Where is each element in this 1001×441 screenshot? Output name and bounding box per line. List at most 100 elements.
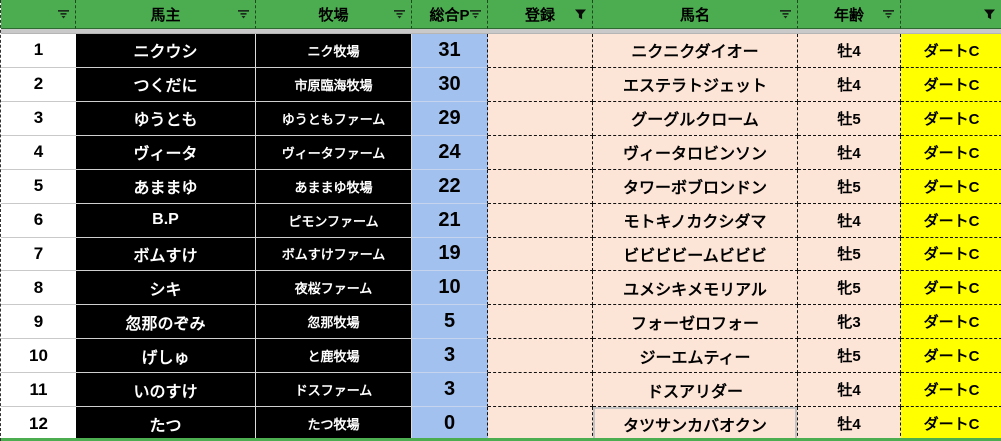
owner-cell[interactable]: つくだに <box>76 67 256 102</box>
category-cell[interactable]: ダートC <box>901 67 1001 102</box>
horse-name-cell[interactable]: ドスアリダー <box>593 373 798 408</box>
owner-filter-button[interactable] <box>236 8 250 21</box>
owner-cell[interactable]: ゆうとも <box>76 101 256 136</box>
registration-cell[interactable] <box>488 339 593 374</box>
farm-cell[interactable]: ピモンファーム <box>256 203 412 238</box>
rank-filter-button[interactable] <box>56 8 70 21</box>
registration-cell[interactable] <box>488 34 593 68</box>
farm-filter-button[interactable] <box>392 8 406 21</box>
registration-cell[interactable] <box>488 67 593 102</box>
row-number-cell[interactable]: 10 <box>1 339 76 374</box>
registration-cell[interactable] <box>488 305 593 340</box>
row-number-cell[interactable]: 4 <box>1 135 76 170</box>
row-number-cell[interactable]: 2 <box>1 67 76 102</box>
category-cell[interactable]: ダートC <box>901 339 1001 374</box>
total-p-cell[interactable]: 24 <box>412 135 488 170</box>
age-cell[interactable]: 牡4 <box>798 135 901 170</box>
row-number-cell[interactable]: 11 <box>1 373 76 408</box>
row-number-cell[interactable]: 5 <box>1 169 76 204</box>
registration-cell[interactable] <box>488 407 593 441</box>
farm-cell[interactable]: あままゆ牧場 <box>256 169 412 204</box>
total-p-cell[interactable]: 22 <box>412 169 488 204</box>
registration-filter-button[interactable] <box>573 8 587 21</box>
row-number-cell[interactable]: 6 <box>1 203 76 238</box>
farm-cell[interactable]: 市原臨海牧場 <box>256 67 412 102</box>
horse-name-cell[interactable]: ニクニクダイオー <box>593 34 798 68</box>
farm-cell[interactable]: ニク牧場 <box>256 34 412 68</box>
horse-name-cell[interactable]: フォーゼロフォー <box>593 305 798 340</box>
row-number-cell[interactable]: 3 <box>1 101 76 136</box>
total-p-cell[interactable]: 30 <box>412 67 488 102</box>
horse-name-cell[interactable]: ビビビビームビビビ <box>593 237 798 272</box>
farm-cell[interactable]: ドスファーム <box>256 373 412 408</box>
age-cell[interactable]: 牡4 <box>798 34 901 68</box>
age-filter-button[interactable] <box>881 8 895 21</box>
horse-name-cell[interactable]: タワーボブロンドン <box>593 169 798 204</box>
horse-name-cell[interactable]: ジーエムティー <box>593 339 798 374</box>
owner-cell[interactable]: ニクウシ <box>76 34 256 68</box>
owner-cell[interactable]: シキ <box>76 271 256 306</box>
category-cell[interactable]: ダートC <box>901 407 1001 441</box>
category-filter-button[interactable] <box>982 8 996 21</box>
horse-name-cell[interactable]: グーグルクローム <box>593 101 798 136</box>
farm-cell[interactable]: ヴィータファーム <box>256 135 412 170</box>
age-cell[interactable]: 牡5 <box>798 169 901 204</box>
total-p-cell[interactable]: 21 <box>412 203 488 238</box>
owner-cell[interactable]: げしゅ <box>76 339 256 374</box>
row-number-cell[interactable]: 12 <box>1 407 76 441</box>
registration-cell[interactable] <box>488 203 593 238</box>
farm-cell[interactable]: ボムすけファーム <box>256 237 412 272</box>
age-cell[interactable]: 牡5 <box>798 101 901 136</box>
total-p-cell[interactable]: 29 <box>412 101 488 136</box>
total-p-cell[interactable]: 3 <box>412 373 488 408</box>
row-number-cell[interactable]: 1 <box>1 34 76 68</box>
age-cell[interactable]: 牡5 <box>798 339 901 374</box>
farm-cell[interactable]: 忽那牧場 <box>256 305 412 340</box>
owner-cell[interactable]: いのすけ <box>76 373 256 408</box>
category-cell[interactable]: ダートC <box>901 135 1001 170</box>
age-cell[interactable]: 牡5 <box>798 237 901 272</box>
owner-cell[interactable]: 忽那のぞみ <box>76 305 256 340</box>
total-p-cell[interactable]: 19 <box>412 237 488 272</box>
registration-cell[interactable] <box>488 169 593 204</box>
horse-name-filter-button[interactable] <box>778 8 792 21</box>
farm-cell[interactable]: と鹿牧場 <box>256 339 412 374</box>
category-cell[interactable]: ダートC <box>901 305 1001 340</box>
horse-name-cell[interactable]: ユメシキメモリアル <box>593 271 798 306</box>
age-cell[interactable]: 牡4 <box>798 407 901 441</box>
total-p-filter-button[interactable] <box>468 8 482 21</box>
registration-cell[interactable] <box>488 271 593 306</box>
farm-cell[interactable]: ゆうともファーム <box>256 101 412 136</box>
horse-name-cell[interactable]: エステラトジェット <box>593 67 798 102</box>
age-cell[interactable]: 牝5 <box>798 271 901 306</box>
owner-cell[interactable]: たつ <box>76 407 256 441</box>
horse-name-cell[interactable]: ヴィータロビンソン <box>593 135 798 170</box>
registration-cell[interactable] <box>488 135 593 170</box>
age-cell[interactable]: 牡4 <box>798 203 901 238</box>
registration-cell[interactable] <box>488 373 593 408</box>
category-cell[interactable]: ダートC <box>901 169 1001 204</box>
total-p-cell[interactable]: 3 <box>412 339 488 374</box>
total-p-cell[interactable]: 31 <box>412 34 488 68</box>
horse-name-cell[interactable]: タツサンカバオクン <box>593 407 798 441</box>
owner-cell[interactable]: ヴィータ <box>76 135 256 170</box>
category-cell[interactable]: ダートC <box>901 237 1001 272</box>
category-cell[interactable]: ダートC <box>901 203 1001 238</box>
total-p-cell[interactable]: 0 <box>412 407 488 441</box>
age-cell[interactable]: 牝3 <box>798 305 901 340</box>
horse-name-cell[interactable]: モトキノカクシダマ <box>593 203 798 238</box>
owner-cell[interactable]: B.P <box>76 203 256 238</box>
total-p-cell[interactable]: 5 <box>412 305 488 340</box>
farm-cell[interactable]: たつ牧場 <box>256 407 412 441</box>
owner-cell[interactable]: ボムすけ <box>76 237 256 272</box>
category-cell[interactable]: ダートC <box>901 101 1001 136</box>
row-number-cell[interactable]: 7 <box>1 237 76 272</box>
category-cell[interactable]: ダートC <box>901 271 1001 306</box>
category-cell[interactable]: ダートC <box>901 373 1001 408</box>
total-p-cell[interactable]: 10 <box>412 271 488 306</box>
row-number-cell[interactable]: 9 <box>1 305 76 340</box>
category-cell[interactable]: ダートC <box>901 34 1001 68</box>
farm-cell[interactable]: 夜桜ファーム <box>256 271 412 306</box>
age-cell[interactable]: 牡4 <box>798 373 901 408</box>
registration-cell[interactable] <box>488 237 593 272</box>
